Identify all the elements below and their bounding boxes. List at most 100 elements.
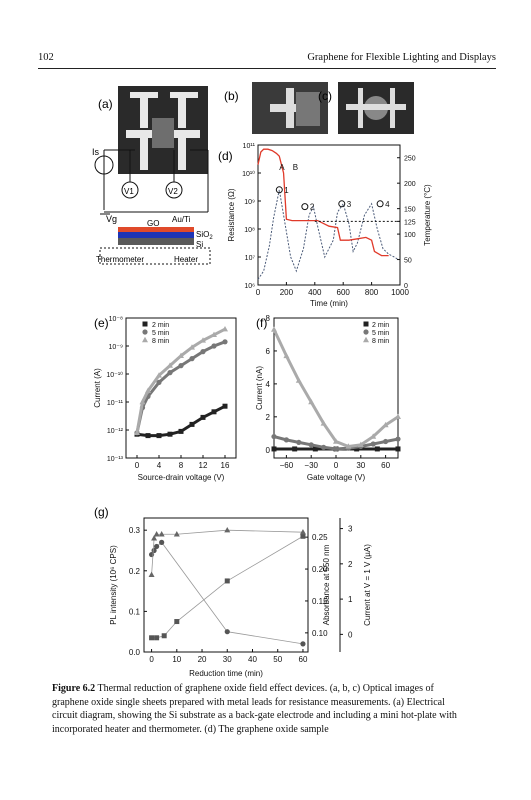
plot-frame [257,144,401,286]
hotplate [99,247,211,265]
data-point [224,629,230,635]
y-tick-label: 0 [266,446,271,455]
y-tick-label: 10⁷ [245,255,256,262]
x-tick-label: 0 [334,461,339,470]
x-tick-label: 400 [308,288,322,297]
annotation-circle [338,200,346,208]
y2-tick-label: 0.25 [312,533,328,542]
data-point [333,438,339,444]
series-triangle [151,529,303,575]
data-point [395,436,401,442]
data-point [295,377,302,383]
electrode [178,92,186,128]
panel-e-label: (e) [94,316,109,330]
electrode [358,88,363,128]
annotation-number: 1 [284,186,289,195]
y-tick-label: 2 [266,413,271,422]
legend-marker [142,336,148,343]
x-tick-label: 50 [273,655,282,664]
legend-marker [363,321,369,327]
annotation-circle [275,186,283,194]
data-point [357,441,364,448]
go-flake [152,118,174,148]
legend-marker [142,329,148,335]
y-tick-label: 10⁸ [244,227,255,234]
legend-label: 5 min [152,330,169,337]
x-tick-label: 0 [149,655,154,664]
data-point [200,349,206,355]
data-point [167,370,173,376]
data-point [173,531,180,537]
y2-tick-label: 250 [404,156,416,163]
data-point [148,571,155,578]
annotation-b: B [293,163,298,172]
panel-c-label: (c) [318,89,332,103]
temperature-series [257,189,399,280]
electrode [390,88,395,128]
chart-d: 0 200 400 600 800 1000 10⁶ 10⁷ 10⁸ 10⁹ 10¹⁰ 10¹¹ 0 50… [227,143,432,308]
y-axis-label: PL intensity (10⁶ CPS) [109,545,118,625]
x-tick-label: −60 [280,461,294,470]
data-point [156,379,162,385]
data-point [222,339,228,345]
chart-f: −60 −30 0 30 60 0 2 4 6 8 Gate voltage (V) Current … [255,314,401,482]
annotation-number: 4 [385,200,390,209]
data-point [271,433,277,440]
data-point [178,428,184,434]
x-tick-label: 1000 [391,288,409,297]
heater-label: Heater [174,255,198,264]
chart-e: 0 4 8 12 16 10⁻⁸ 10⁻⁹ 10⁻¹⁰ 10⁻¹¹ 10⁻¹² 10⁻¹³ Sourc… [93,316,237,482]
data-point [333,446,339,452]
panel-a: (a) Is V1 V2 Vg GO Au/Ti SiO2 Si Thermom… [92,86,213,265]
x-axis-label: Time (min) [310,299,348,308]
data-point [145,433,151,439]
data-point [156,433,162,439]
data-point [211,331,217,337]
data-point [320,420,327,426]
y3-tick-label: 3 [348,525,353,534]
y2-axis-label: Absorbance at 550 nm [322,544,331,625]
data-point [189,421,195,427]
x-tick-label: −30 [304,461,318,470]
panel-c: (c) [318,82,414,134]
data-point [200,414,206,420]
data-point [189,344,195,350]
caption-lead: Figure 6.2 [52,683,96,694]
data-point [154,635,160,641]
y-axis-label: Current (nA) [255,366,264,410]
series-8-min [272,328,399,449]
panel-f: (f) −60 −30 0 30 60 0 2 4 6 8 Gate voltage (V) Curr… [255,314,401,482]
x-tick-label: 60 [299,655,308,664]
y-tick-label: 10⁻¹² [107,428,124,435]
y3-tick-label: 2 [348,560,353,569]
data-point [222,403,228,409]
x-tick-label: 0 [256,288,261,297]
si-label: Si [196,240,203,249]
data-point [134,429,140,435]
data-point [161,633,167,639]
data-point [159,539,165,545]
data-point [312,446,318,452]
x-axis-label: Source-drain voltage (V) [138,473,225,482]
plot-frame [125,317,237,459]
data-point [271,446,277,452]
annotation-number: 2 [310,203,315,212]
header-rule [38,68,496,69]
data-point [271,326,277,332]
x-tick-label: 800 [365,288,379,297]
data-point [395,446,401,452]
x-tick-label: 10 [172,655,181,664]
series-circle [151,541,304,645]
y-tick-label: 0.1 [129,607,141,616]
caption-text: Thermal reduction of graphene oxide fiel… [52,683,457,735]
x-tick-label: 30 [356,461,365,470]
annotation-a: A [279,163,285,172]
panel-d: (d) 0 200 400 600 800 100010⁶10⁷10⁸10⁹10¹⁰10¹… [218,143,432,308]
data-point [296,439,302,445]
data-point [395,413,401,420]
y-tick-label: 10⁶ [244,283,255,290]
y-tick-label: 10¹⁰ [242,170,255,178]
si-layer [118,238,194,245]
legend-marker [142,321,148,327]
x-tick-label: 60 [381,461,390,470]
